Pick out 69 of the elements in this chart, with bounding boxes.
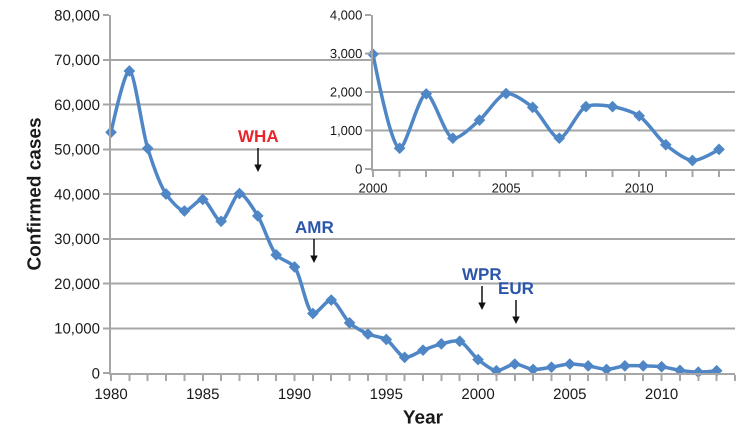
y-tick-label: 3,000 [330, 46, 362, 62]
point [270, 249, 282, 261]
point [398, 351, 410, 364]
point [526, 102, 539, 114]
y-tick-label: 40,000 [54, 186, 100, 204]
point [582, 360, 594, 372]
x-tick-label: 2000 [461, 386, 495, 403]
point [436, 338, 448, 350]
y-tick-label: 60,000 [54, 96, 100, 114]
point [142, 142, 154, 154]
point [252, 210, 264, 222]
point [580, 100, 592, 112]
annotation: AMR [295, 218, 334, 237]
point [307, 308, 319, 320]
point [288, 261, 300, 273]
y-tick-label: 2,000 [330, 84, 362, 100]
point [215, 215, 227, 228]
point [633, 110, 646, 122]
point [124, 65, 136, 77]
point [362, 328, 374, 340]
point [546, 361, 558, 374]
point [447, 132, 459, 144]
point [454, 335, 466, 348]
point [713, 144, 725, 156]
point [564, 358, 576, 370]
point [196, 194, 209, 206]
y-tick-label: 80,000 [54, 7, 100, 24]
point [417, 344, 429, 356]
x-tick-label: 1990 [278, 386, 312, 403]
point [686, 154, 698, 166]
point [344, 317, 356, 329]
y-tick-label: 0 [92, 365, 100, 382]
point [394, 142, 406, 154]
point [160, 188, 172, 200]
point [553, 132, 566, 144]
x-tick-label: 1985 [186, 386, 220, 403]
point [380, 334, 392, 346]
point [656, 360, 668, 373]
x-tick-label: 2000 [358, 180, 388, 196]
x-tick-label: 1980 [94, 386, 128, 403]
point [619, 360, 631, 372]
point [637, 360, 650, 372]
point [474, 114, 486, 126]
point [234, 188, 246, 200]
y-tick-label: 1,000 [330, 123, 362, 138]
x-tick-label: 1995 [370, 386, 403, 403]
y-tick-label: 20,000 [54, 276, 100, 293]
x-tick-label: 2010 [644, 386, 678, 403]
point [508, 358, 521, 370]
point [420, 88, 432, 100]
x-tick-label: 2005 [553, 386, 587, 403]
annotation: WHA [238, 127, 279, 146]
y-tick-label: 30,000 [54, 231, 100, 248]
y-tick-label: 0 [355, 162, 362, 177]
x-tick-label: 2010 [624, 180, 654, 196]
point [606, 100, 618, 112]
x-tick-label: 2005 [492, 180, 521, 196]
y-tick-label: 10,000 [54, 320, 100, 338]
point [325, 294, 338, 306]
y-tick-label: 50,000 [54, 142, 100, 158]
point [500, 88, 512, 100]
y-tick-label: 4,000 [330, 8, 362, 23]
point [178, 205, 190, 217]
point [472, 354, 484, 366]
y-axis-title: Confirmed cases [24, 117, 46, 271]
point [660, 138, 672, 151]
x-axis-title: Year [402, 407, 444, 428]
y-tick-label: 70,000 [54, 52, 100, 69]
annotation: EUR [498, 279, 534, 298]
